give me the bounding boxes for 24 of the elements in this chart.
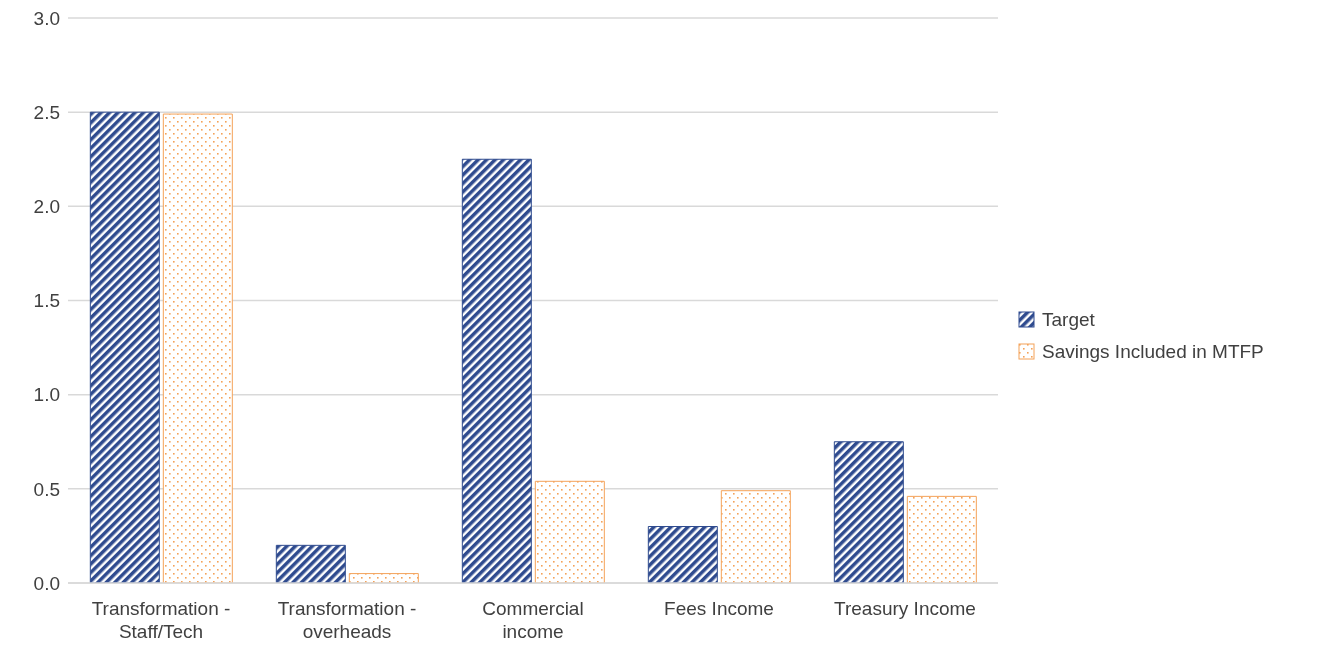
x-tick-label: Fees Income: [664, 598, 774, 619]
x-tick-label: Commercial income: [482, 598, 584, 642]
bar: [647, 526, 718, 583]
y-tick-label: 1.0: [33, 384, 60, 406]
bar: [906, 495, 977, 583]
y-tick-label: 3.0: [33, 7, 60, 29]
y-tick-label: 0.0: [33, 572, 60, 594]
bar: [461, 158, 532, 583]
bar: [275, 544, 346, 583]
bar: [720, 490, 791, 583]
legend-label: Savings Included in MTFP: [1042, 340, 1264, 363]
x-tick-label: Transformation - overheads: [277, 598, 417, 642]
bar: [162, 113, 233, 583]
legend-label: Target: [1042, 308, 1095, 331]
x-tick-label: Transformation - Staff/Tech: [91, 598, 231, 642]
bar: [534, 480, 605, 583]
x-tick-label: Treasury Income: [834, 598, 976, 619]
y-tick-label: 2.5: [33, 101, 60, 123]
y-tick-label: 0.5: [33, 478, 60, 500]
y-tick-label: 1.5: [33, 290, 60, 312]
y-tick-label: 2.0: [33, 196, 60, 218]
bar: [348, 573, 419, 583]
bar: [833, 441, 904, 583]
bar: [89, 111, 160, 583]
